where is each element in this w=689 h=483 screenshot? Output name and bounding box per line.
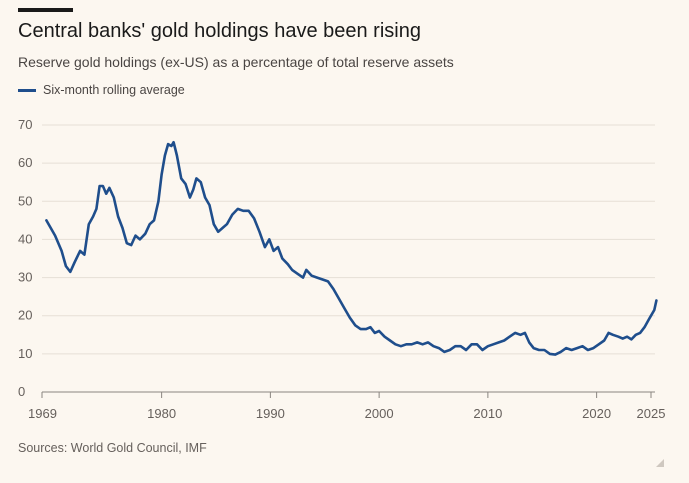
gridlines xyxy=(42,124,655,393)
x-tick-label: 2010 xyxy=(473,406,502,421)
y-tick-label: 40 xyxy=(18,231,32,246)
source-note: Sources: World Gold Council, IMF xyxy=(18,441,207,455)
x-tick-label: 2025 xyxy=(637,406,666,421)
legend-label: Six-month rolling average xyxy=(43,83,185,97)
x-tick-label: 2000 xyxy=(365,406,394,421)
legend-swatch xyxy=(18,88,36,92)
y-tick-label: 50 xyxy=(18,193,32,208)
chart-title: Central banks' gold holdings have been r… xyxy=(18,20,421,42)
series-layer xyxy=(45,140,658,356)
legend: Six-month rolling average xyxy=(18,83,185,97)
x-tick-label: 1969 xyxy=(28,406,57,421)
y-tick-label: 0 xyxy=(18,384,25,399)
series-line xyxy=(45,140,658,356)
y-tick-label: 10 xyxy=(18,346,32,361)
x-tick-label: 1980 xyxy=(147,406,176,421)
y-tick-label: 60 xyxy=(18,155,32,170)
chart-subtitle: Reserve gold holdings (ex-US) as a perce… xyxy=(18,54,454,70)
top-rule xyxy=(18,8,73,12)
x-tick-label: 2020 xyxy=(582,406,611,421)
x-tick-label: 1990 xyxy=(256,406,285,421)
y-tick-label: 20 xyxy=(18,308,32,323)
resize-corner-icon xyxy=(656,459,664,467)
y-tick-label: 30 xyxy=(18,270,32,285)
x-axis: 1969 1980 1990 2000 2010 2020 2025 xyxy=(28,392,665,421)
y-axis-labels: 0 10 20 30 40 50 60 70 xyxy=(18,117,32,399)
y-tick-label: 70 xyxy=(18,117,32,132)
